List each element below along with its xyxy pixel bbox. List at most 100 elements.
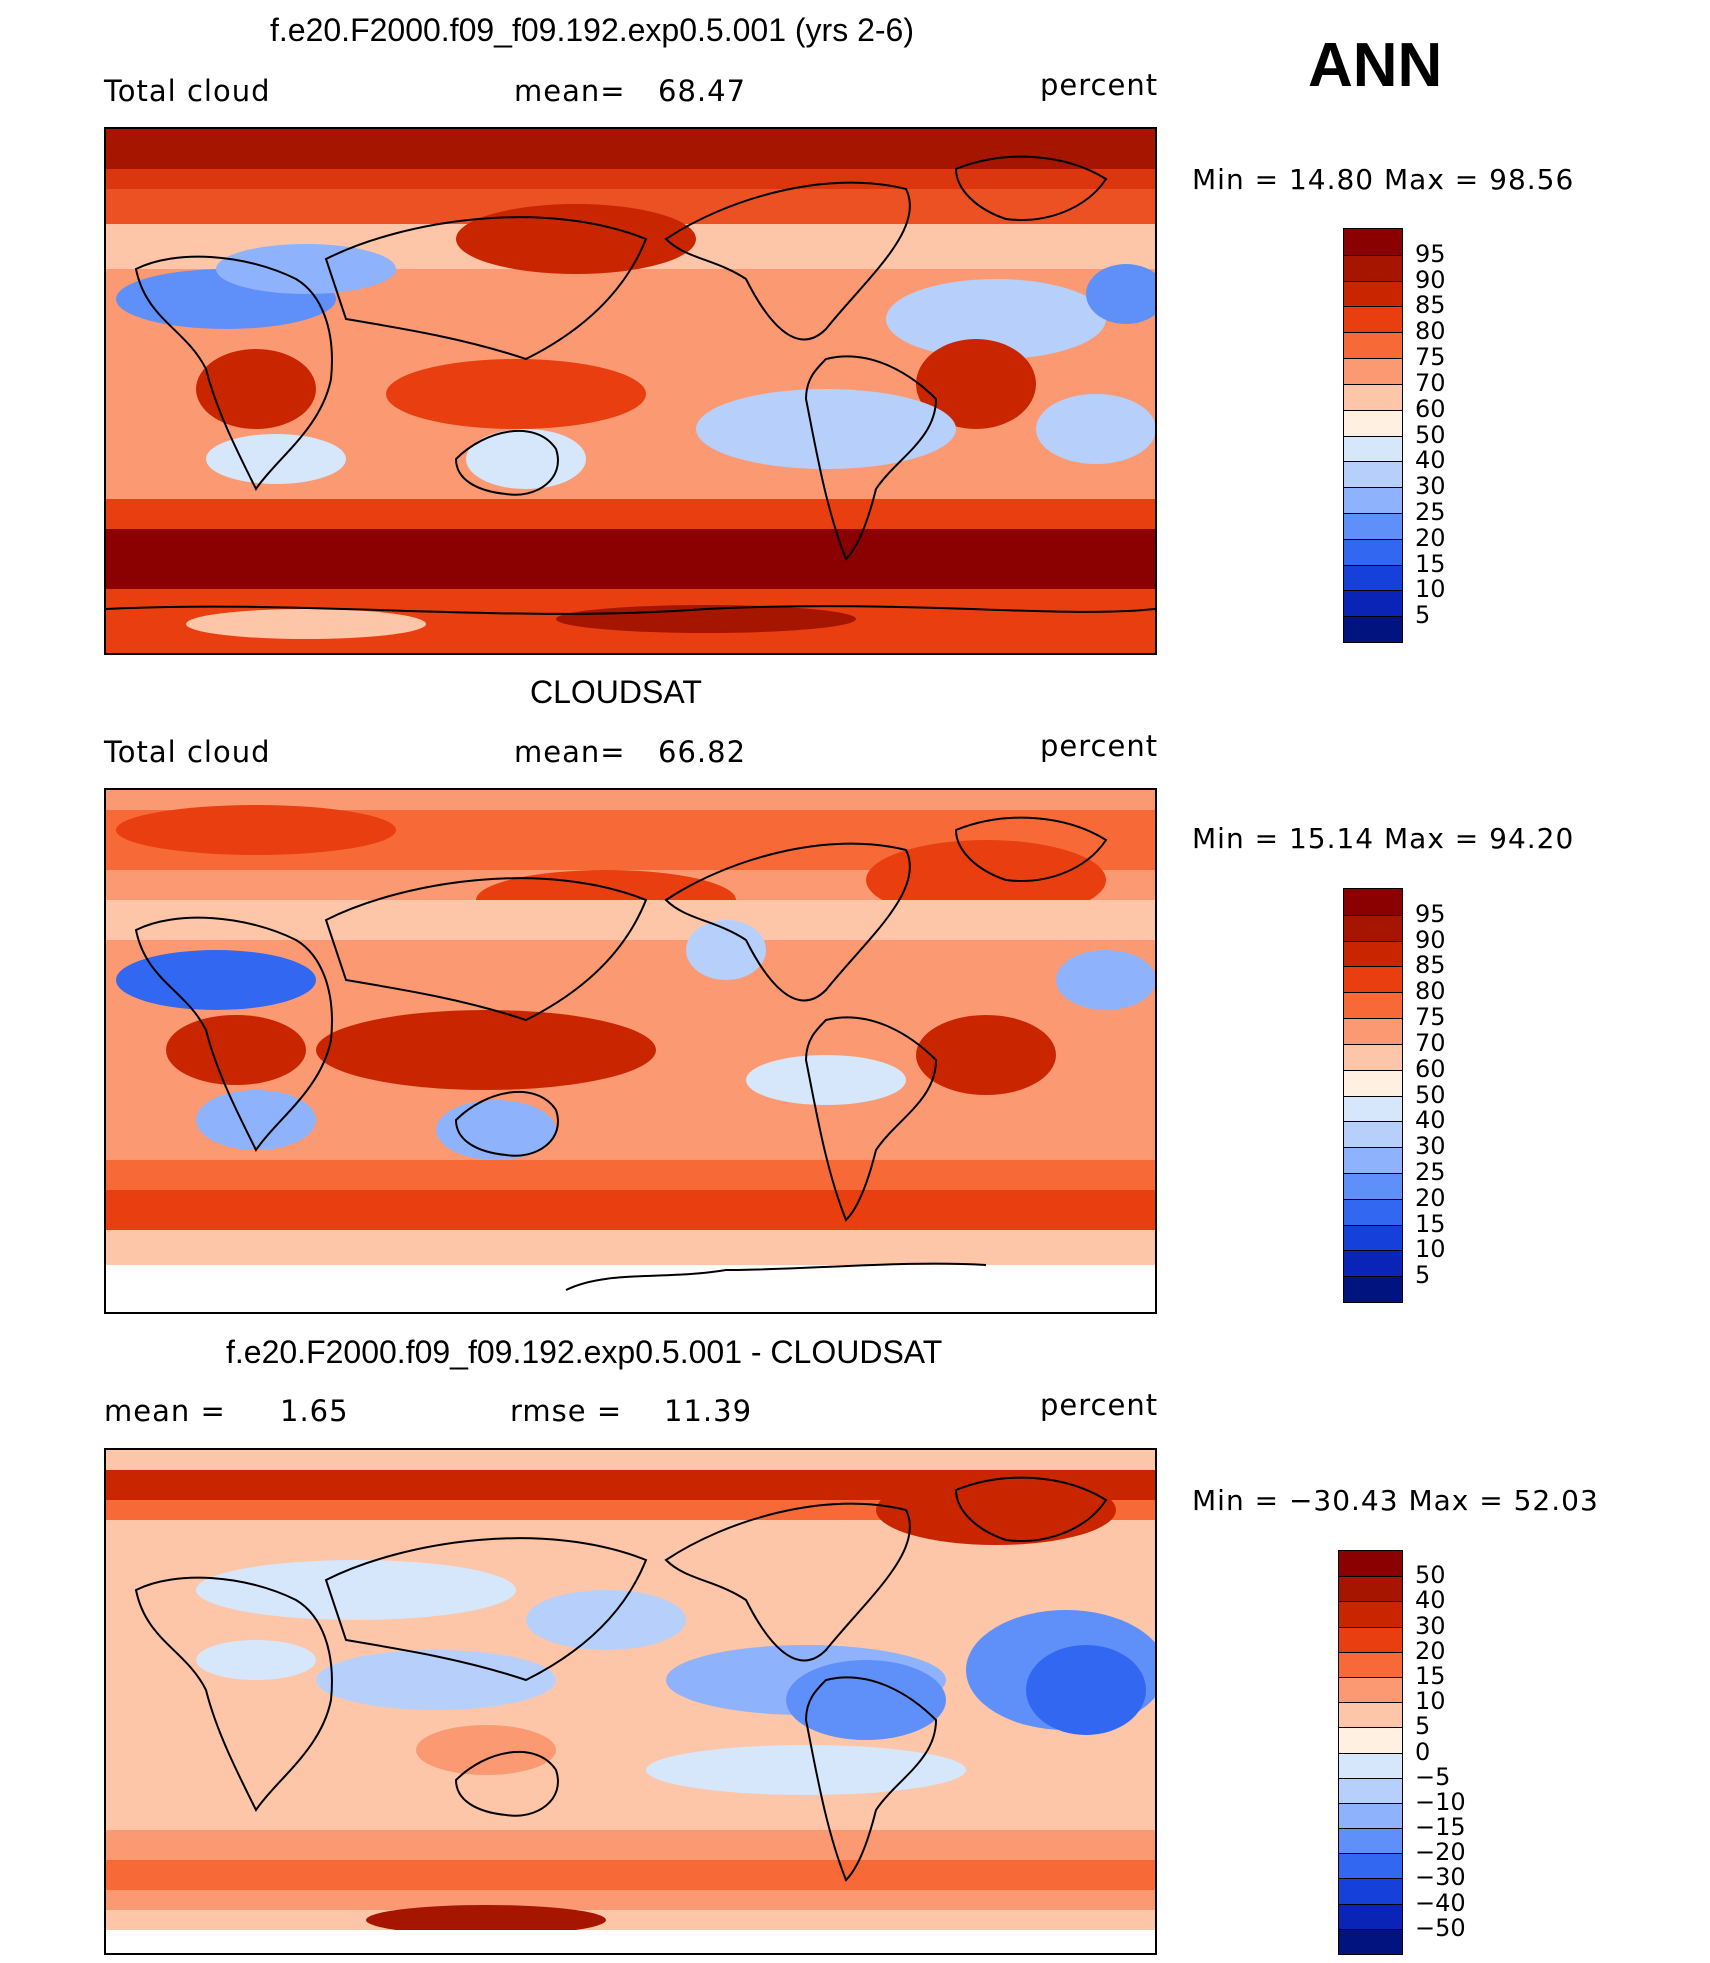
panel1-mean-label: mean= bbox=[514, 74, 626, 108]
colorbar-tick-label: 40 bbox=[1415, 446, 1446, 475]
panel1-mean-value: 68.47 bbox=[658, 74, 747, 108]
colorbar-tick-label: 75 bbox=[1415, 343, 1446, 372]
colorbar-box bbox=[1339, 1828, 1402, 1854]
colorbar-tick-label: −40 bbox=[1415, 1888, 1466, 1917]
colorbar-box bbox=[1339, 1576, 1402, 1602]
colorbar-box bbox=[1339, 1752, 1402, 1778]
colorbar-tick-label: 95 bbox=[1415, 899, 1446, 928]
colorbar-box bbox=[1344, 409, 1402, 436]
panel2-variable-label: Total cloud bbox=[104, 735, 271, 769]
panel1-variable-label: Total cloud bbox=[104, 74, 271, 108]
colorbar-box bbox=[1344, 1198, 1402, 1225]
colorbar-tick-label: 95 bbox=[1415, 239, 1446, 268]
colorbar-box bbox=[1339, 1702, 1402, 1728]
colorbar-box bbox=[1344, 1147, 1402, 1173]
colorbar-tick-label: 40 bbox=[1415, 1586, 1446, 1615]
colorbar-box bbox=[1344, 1121, 1402, 1148]
colorbar-box bbox=[1344, 538, 1402, 565]
panel1-units: percent bbox=[1040, 68, 1159, 102]
colorbar-box bbox=[1344, 332, 1402, 359]
colorbar-box bbox=[1344, 1018, 1402, 1044]
colorbar-box bbox=[1344, 1224, 1402, 1251]
panel2-minmax: Min = 15.14 Max = 94.20 bbox=[1192, 822, 1575, 855]
colorbar-box bbox=[1344, 590, 1402, 617]
panel2-title: CLOUDSAT bbox=[530, 674, 702, 710]
panel3-units: percent bbox=[1040, 1388, 1159, 1422]
colorbar-box bbox=[1344, 889, 1402, 915]
colorbar-box bbox=[1344, 992, 1402, 1019]
season-label: ANN bbox=[1308, 31, 1443, 100]
colorbar-box bbox=[1344, 358, 1402, 384]
panel3-minmax: Min = −30.43 Max = 52.03 bbox=[1192, 1484, 1599, 1517]
colorbar-box bbox=[1344, 914, 1402, 941]
colorbar-tick-label: 80 bbox=[1415, 317, 1446, 346]
colorbar-box bbox=[1344, 487, 1402, 513]
colorbar-tick-label: 5 bbox=[1415, 1261, 1431, 1290]
panel2-mean-value: 66.82 bbox=[658, 735, 747, 769]
colorbar-box bbox=[1344, 383, 1402, 410]
colorbar-tick-label: 50 bbox=[1415, 1080, 1446, 1109]
colorbar-tick-label: 5 bbox=[1415, 1712, 1431, 1741]
panel2-units: percent bbox=[1040, 729, 1159, 763]
colorbar-tick-label: 90 bbox=[1415, 925, 1446, 954]
colorbar-box bbox=[1339, 1928, 1402, 1954]
panel1-title: f.e20.F2000.f09_f09.192.exp0.5.001 (yrs … bbox=[270, 12, 914, 48]
colorbar-box bbox=[1339, 1601, 1402, 1627]
panel2-mean-label: mean= bbox=[514, 735, 626, 769]
colorbar-box bbox=[1339, 1626, 1402, 1652]
colorbar-box bbox=[1344, 940, 1402, 967]
colorbar-box bbox=[1344, 1276, 1402, 1302]
colorbar-tick-label: 60 bbox=[1415, 1054, 1446, 1083]
colorbar-tick-label: −20 bbox=[1415, 1838, 1466, 1867]
panel3-rmse-value: 11.39 bbox=[664, 1394, 753, 1428]
colorbar-box bbox=[1344, 1095, 1402, 1122]
colorbar-box bbox=[1344, 280, 1402, 307]
colorbar-box bbox=[1339, 1651, 1402, 1677]
panel1-colorbar bbox=[1343, 228, 1403, 643]
colorbar-tick-label: 20 bbox=[1415, 1636, 1446, 1665]
panel3-map bbox=[104, 1448, 1157, 1955]
colorbar-tick-label: 25 bbox=[1415, 1157, 1446, 1186]
colorbar-tick-label: 85 bbox=[1415, 951, 1446, 980]
colorbar-tick-label: 30 bbox=[1415, 1132, 1446, 1161]
colorbar-box bbox=[1344, 1250, 1402, 1277]
panel1-minmax: Min = 14.80 Max = 98.56 bbox=[1192, 163, 1575, 196]
colorbar-tick-label: 70 bbox=[1415, 1028, 1446, 1057]
colorbar-tick-label: −5 bbox=[1415, 1762, 1451, 1791]
colorbar-tick-label: 15 bbox=[1415, 549, 1446, 578]
panel3-title: f.e20.F2000.f09_f09.192.exp0.5.001 - CLO… bbox=[226, 1334, 943, 1370]
colorbar-tick-label: 30 bbox=[1415, 472, 1446, 501]
colorbar-tick-label: −30 bbox=[1415, 1863, 1466, 1892]
colorbar-box bbox=[1344, 512, 1402, 539]
colorbar-tick-label: 15 bbox=[1415, 1661, 1446, 1690]
colorbar-box bbox=[1344, 306, 1402, 333]
colorbar-box bbox=[1344, 1172, 1402, 1199]
panel3-mean-label: mean = bbox=[104, 1394, 226, 1428]
colorbar-tick-label: 85 bbox=[1415, 291, 1446, 320]
colorbar-box bbox=[1339, 1727, 1402, 1753]
panel3-mean-value: 1.65 bbox=[280, 1394, 349, 1428]
colorbar-tick-label: 75 bbox=[1415, 1003, 1446, 1032]
colorbar-box bbox=[1339, 1853, 1402, 1879]
colorbar-tick-label: 5 bbox=[1415, 601, 1431, 630]
colorbar-tick-label: 50 bbox=[1415, 1561, 1446, 1590]
colorbar-box bbox=[1344, 461, 1402, 488]
colorbar-tick-label: −50 bbox=[1415, 1913, 1466, 1942]
colorbar-tick-label: −10 bbox=[1415, 1787, 1466, 1816]
colorbar-tick-label: 10 bbox=[1415, 575, 1446, 604]
colorbar-tick-label: −15 bbox=[1415, 1813, 1466, 1842]
colorbar-tick-label: 70 bbox=[1415, 368, 1446, 397]
colorbar-tick-label: 10 bbox=[1415, 1235, 1446, 1264]
colorbar-tick-label: 20 bbox=[1415, 523, 1446, 552]
colorbar-tick-label: 80 bbox=[1415, 977, 1446, 1006]
colorbar-tick-label: 10 bbox=[1415, 1687, 1446, 1716]
panel1-map bbox=[104, 127, 1157, 655]
colorbar-box bbox=[1339, 1903, 1402, 1929]
colorbar-box bbox=[1344, 254, 1402, 281]
colorbar-box bbox=[1344, 1069, 1402, 1096]
colorbar-box bbox=[1344, 616, 1402, 642]
colorbar-box bbox=[1339, 1802, 1402, 1829]
colorbar-box bbox=[1344, 229, 1402, 255]
colorbar-tick-label: 25 bbox=[1415, 497, 1446, 526]
colorbar-box bbox=[1344, 966, 1402, 993]
